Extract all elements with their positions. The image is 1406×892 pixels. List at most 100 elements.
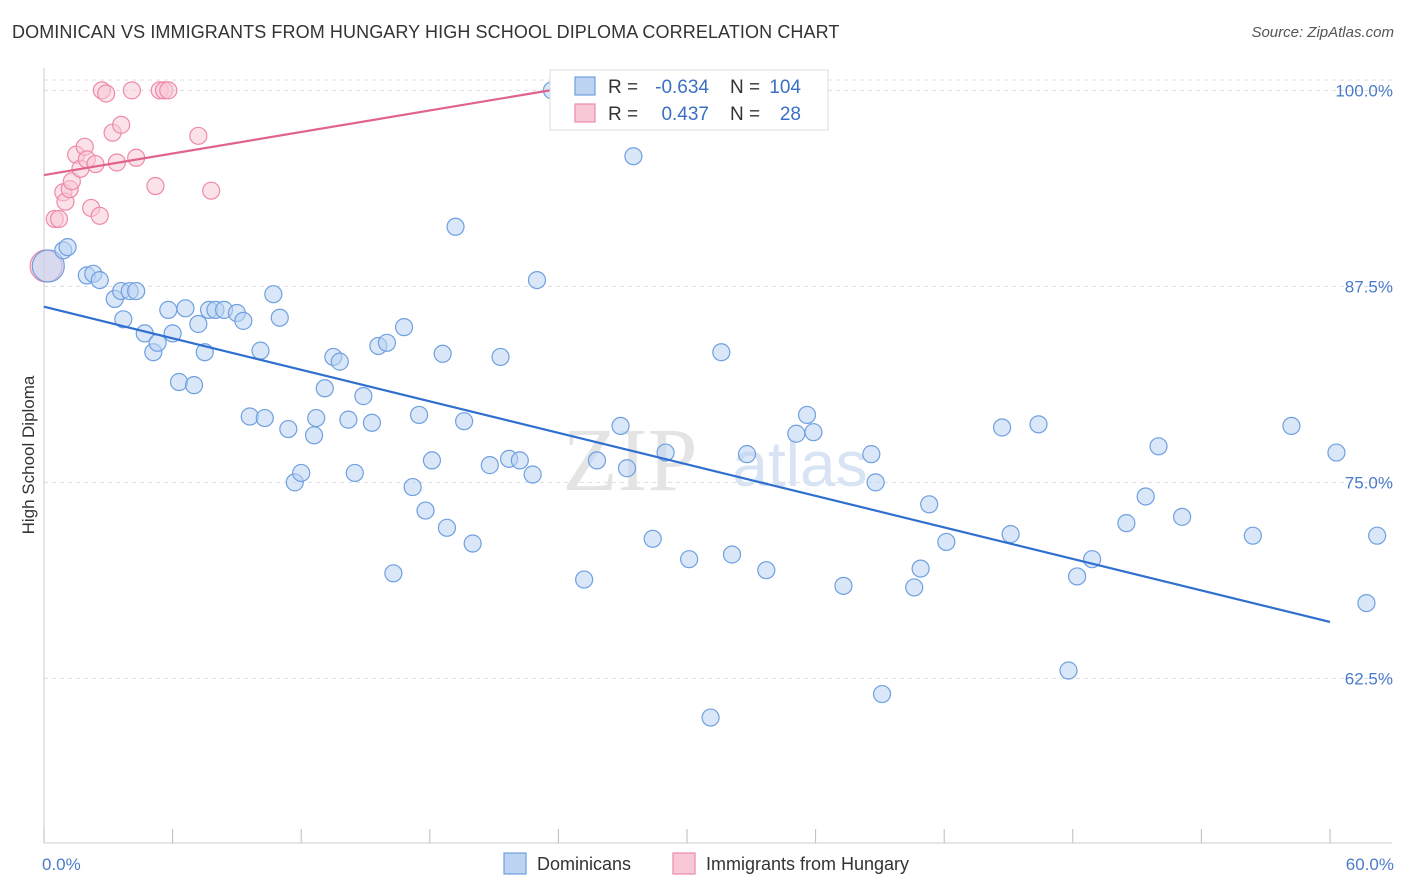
hungary-point xyxy=(86,154,105,174)
y-tick-label: 62.5% xyxy=(1345,669,1393,688)
dominican-point xyxy=(394,318,414,337)
dominican-point xyxy=(234,311,253,330)
dominican-point xyxy=(270,308,289,327)
dominican-point xyxy=(1173,507,1192,526)
series-legend: Dominicans Immigrants from Hungary xyxy=(503,852,909,875)
y-tick-label: 100.0% xyxy=(1335,81,1393,100)
dominican-point xyxy=(480,456,499,475)
dominican-point xyxy=(90,270,109,290)
dominican-point xyxy=(307,408,326,428)
hungary-point xyxy=(159,81,178,100)
dominican-point xyxy=(403,477,422,497)
dominican-point xyxy=(992,418,1012,437)
series-legend-label-dominicans: Dominicans xyxy=(537,854,631,874)
dominican-point xyxy=(184,376,204,395)
hungary-point xyxy=(189,126,208,145)
dominican-point xyxy=(1368,526,1387,545)
hungary-trend-line xyxy=(43,89,551,177)
hungary-point xyxy=(112,115,131,134)
watermark: ZIP atlas xyxy=(563,411,868,510)
dominican-point xyxy=(377,333,397,352)
series-legend-swatch-dominicans xyxy=(503,852,527,875)
dominican-point xyxy=(362,413,382,432)
dominican-point xyxy=(1282,416,1301,436)
chart-title: DOMINICAN VS IMMIGRANTS FROM HUNGARY HIG… xyxy=(12,22,840,42)
dominican-point xyxy=(866,473,885,492)
dominican-point xyxy=(862,445,881,464)
dominican-point xyxy=(176,299,195,318)
dominican-point xyxy=(433,344,452,363)
dominican-point xyxy=(680,550,699,569)
dominican-point xyxy=(737,445,757,464)
dominican-point xyxy=(330,352,349,371)
dominican-point xyxy=(409,405,429,425)
series-legend-swatch-hungary xyxy=(672,852,696,875)
dominican-point xyxy=(624,147,643,166)
dominican-point xyxy=(872,684,892,704)
dominican-point xyxy=(1136,487,1155,506)
dominican-point xyxy=(189,314,208,334)
dominican-point xyxy=(279,419,298,439)
dominican-point xyxy=(587,451,607,470)
dominican-point xyxy=(339,410,358,429)
hungary-point xyxy=(90,206,109,225)
dominican-point xyxy=(1243,526,1262,545)
trend-lines xyxy=(43,89,1331,623)
dominican-point xyxy=(575,570,594,589)
dominican-point xyxy=(315,379,334,398)
stats-legend: R = -0.634 N = 104 R = 0.437 N = 28 xyxy=(549,69,829,131)
dominican-point xyxy=(31,249,65,283)
dominican-point xyxy=(454,412,474,431)
dominican-point xyxy=(1001,525,1020,544)
dominican-point xyxy=(787,424,806,443)
x-tick-label-max: 60.0% xyxy=(1346,855,1394,874)
axes xyxy=(43,68,1392,844)
dominican-point xyxy=(384,564,403,583)
dominican-point xyxy=(292,463,311,483)
dominican-point xyxy=(701,708,720,727)
dominican-point xyxy=(264,285,283,304)
hungary-point xyxy=(146,176,165,196)
dominican-point xyxy=(169,372,189,392)
dominican-point xyxy=(905,578,924,597)
legend-r-label: R = xyxy=(608,104,638,125)
dominican-point xyxy=(656,443,675,462)
dominican-point xyxy=(127,281,146,301)
dominican-point xyxy=(527,270,547,290)
dominican-point xyxy=(911,559,930,578)
y-tick-labels: 62.5% 75.0% 87.5% 100.0% xyxy=(1335,81,1393,688)
dominican-point xyxy=(345,463,364,483)
dominican-point xyxy=(304,426,324,445)
legend-n-value: 28 xyxy=(780,104,801,125)
dominican-point xyxy=(446,217,465,236)
dominican-point xyxy=(422,451,442,470)
dominican-point xyxy=(920,495,939,514)
x-tick-label-min: 0.0% xyxy=(42,855,81,874)
legend-n-label: N = xyxy=(730,104,760,125)
dominican-point xyxy=(1067,567,1087,586)
dominicans-trend-line xyxy=(43,305,1331,623)
dominican-point xyxy=(722,545,742,564)
dominican-point xyxy=(1029,415,1048,434)
legend-n-value: 104 xyxy=(769,77,801,98)
hungary-point xyxy=(97,84,116,103)
dominican-point xyxy=(937,532,956,552)
dominican-point xyxy=(712,343,731,362)
y-axis-title: High School Diploma xyxy=(19,375,38,534)
hungary-points xyxy=(29,81,746,283)
y-tick-label: 87.5% xyxy=(1345,277,1393,296)
dominican-point xyxy=(354,387,373,406)
series-legend-label-hungary: Immigrants from Hungary xyxy=(706,854,909,874)
dominican-point xyxy=(1357,593,1376,613)
dominican-point xyxy=(159,300,178,319)
dominican-point xyxy=(617,459,637,478)
dominican-point xyxy=(804,423,823,442)
dominican-point xyxy=(416,501,435,520)
legend-swatch-dominicans xyxy=(574,76,596,96)
dominican-point xyxy=(58,238,77,257)
dominican-point xyxy=(834,576,853,595)
dominican-point xyxy=(757,561,776,580)
source-credit: Source: ZipAtlas.com xyxy=(1251,24,1394,41)
dominican-point xyxy=(240,407,259,426)
